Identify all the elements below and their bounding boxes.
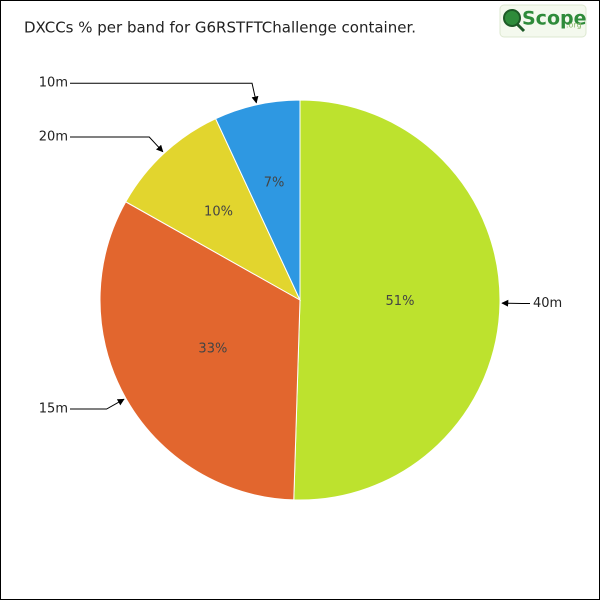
logo-suffix: .org (566, 21, 582, 30)
leader-line (70, 398, 125, 410)
legend-label: 20m (39, 130, 68, 145)
legend-label: 10m (39, 76, 68, 91)
pie-slice (125, 118, 302, 302)
chart-title: DXCCs % per band for G6RSTFTChallenge co… (24, 19, 416, 37)
pie-slice (99, 201, 301, 501)
leader-line (70, 136, 164, 153)
logo: Scope .org (499, 4, 587, 38)
leader-line (70, 82, 259, 104)
pie-slice (214, 99, 301, 301)
legend-label: 40m (533, 296, 562, 311)
slice-label: 10% (204, 204, 233, 219)
slice-label: 7% (264, 175, 285, 190)
pie-slice (293, 99, 501, 501)
slice-label: 33% (198, 342, 227, 357)
legend-label: 15m (39, 402, 68, 417)
logo-lens (503, 9, 521, 27)
logo-text: Scope (522, 8, 587, 30)
slice-label: 51% (386, 294, 415, 309)
logo-handle (515, 22, 526, 33)
